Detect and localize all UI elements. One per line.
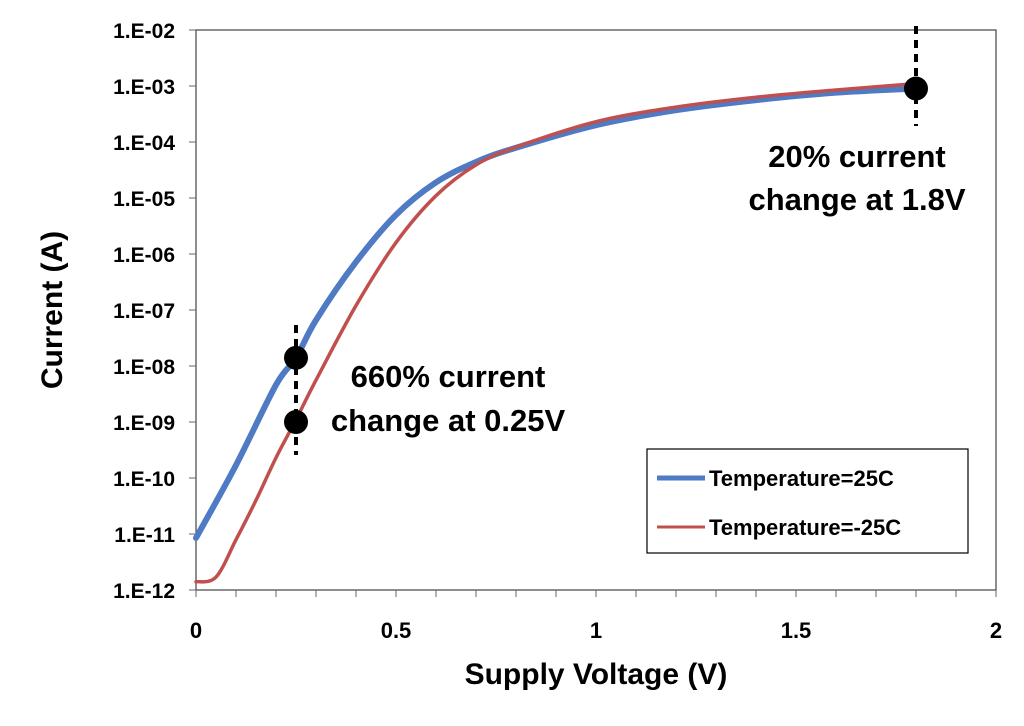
data-marker — [904, 76, 928, 101]
data-marker — [284, 345, 308, 370]
series-line-1 — [194, 81, 918, 584]
data-marker — [284, 410, 308, 434]
y-tick-label: 1.E-05 — [113, 188, 175, 211]
y-tick-label: 1.E-08 — [113, 356, 175, 379]
annotation-1-line-1: change at 1.8V — [748, 182, 965, 217]
y-tick-label: 1.E-12 — [113, 580, 175, 603]
x-tick-label: 0.5 — [381, 618, 412, 643]
y-tick-label: 1.E-07 — [113, 300, 175, 323]
legend: Temperature=25C Temperature=-25C — [646, 448, 969, 554]
x-tick-label: 2 — [990, 618, 1002, 643]
annotation-0-line-0: 660% current — [351, 359, 546, 394]
legend-label-0: Temperature=25C — [709, 466, 894, 491]
x-tick-label: 1 — [590, 618, 602, 643]
y-tick-label: 1.E-02 — [113, 20, 175, 43]
series-group — [193, 81, 919, 584]
y-tick-label: 1.E-10 — [113, 468, 175, 491]
annotation-1-line-0: 20% current — [768, 139, 945, 174]
y-tick-label: 1.E-06 — [113, 244, 175, 267]
markers-group — [284, 26, 928, 455]
legend-box — [646, 448, 969, 554]
y-tick-label: 1.E-09 — [113, 412, 175, 435]
x-tick-label: 1.5 — [781, 618, 812, 643]
x-tick-label: 0 — [190, 618, 202, 643]
axes: 0 0.5 1 1.5 2 1.E-02 1.E-03 1.E-04 1.E-05 1.E-06 1… — [113, 20, 1002, 643]
x-axis-label: Supply Voltage (V) — [465, 658, 728, 691]
annotation-0-line-1: change at 0.25V — [331, 403, 566, 438]
y-tick-label: 1.E-04 — [113, 132, 175, 155]
y-tick-label: 1.E-11 — [114, 524, 175, 547]
legend-label-1: Temperature=-25C — [709, 515, 901, 540]
y-axis-label: Current (A) — [36, 231, 69, 389]
y-tick-label: 1.E-03 — [113, 76, 175, 99]
series-line-0 — [193, 85, 919, 541]
